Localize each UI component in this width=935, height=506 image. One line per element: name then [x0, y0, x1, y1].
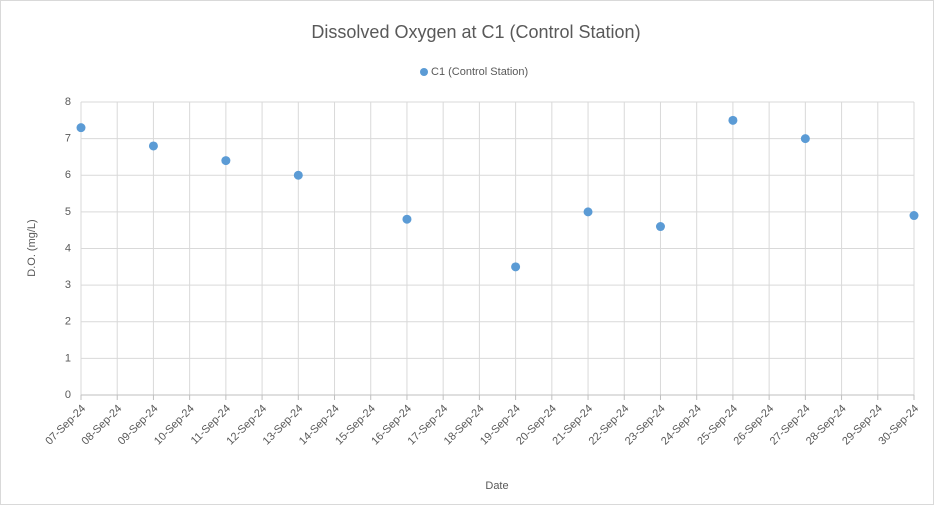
point [402, 214, 412, 224]
y-tick-label: 1 [65, 352, 71, 364]
point [655, 222, 665, 232]
x-axis-label: Date [485, 480, 508, 492]
y-tick-label: 7 [65, 133, 71, 145]
point [293, 170, 303, 180]
y-tick-label: 0 [65, 389, 71, 401]
point [728, 115, 738, 125]
point [511, 262, 521, 272]
y-tick-label: 8 [65, 96, 71, 108]
legend-marker [420, 68, 428, 76]
point [909, 211, 919, 221]
y-tick-label: 6 [65, 169, 71, 181]
point [76, 123, 86, 133]
y-tick-label: 3 [65, 279, 71, 291]
point [800, 134, 810, 144]
point [583, 207, 593, 217]
y-tick-label: 5 [65, 206, 71, 218]
point [221, 156, 231, 166]
legend-label: C1 (Control Station) [431, 66, 528, 78]
y-tick-label: 2 [65, 316, 71, 328]
point [148, 141, 158, 151]
y-axis-label: D.O. (mg/L) [26, 219, 38, 276]
y-tick-label: 4 [65, 242, 71, 254]
chart-title: Dissolved Oxygen at C1 (Control Station) [311, 22, 640, 42]
